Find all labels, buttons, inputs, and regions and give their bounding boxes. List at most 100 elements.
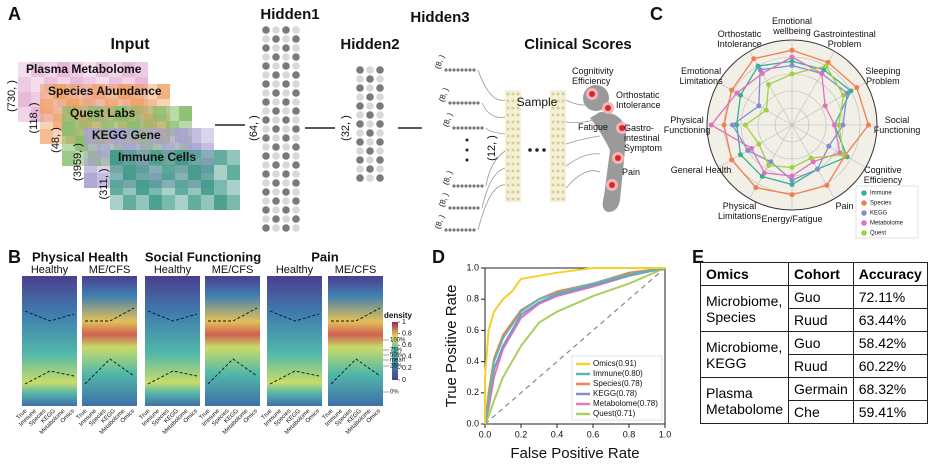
omics-cell: Microbiome, Species (699, 285, 790, 332)
neuron (472, 101, 476, 105)
layer-cell (105, 84, 118, 99)
neuron (448, 68, 452, 72)
layer-cell (201, 143, 214, 158)
radar-point (759, 174, 765, 180)
feature-dot (556, 113, 560, 117)
layer-cell (149, 180, 162, 195)
density-heatmap (267, 276, 322, 406)
neuron (460, 126, 464, 130)
layer-cell (62, 106, 75, 121)
feature-dot (551, 190, 555, 194)
neuron (282, 71, 290, 79)
layer-cell (18, 107, 31, 122)
layer-cell (175, 150, 188, 165)
layer-cell (149, 165, 162, 180)
header-cell: Cohort (788, 262, 854, 286)
table-row: Plasma Metabolome Germain 68.32% (699, 377, 928, 424)
layer-cell (79, 84, 92, 99)
layer-cell (123, 150, 136, 165)
layer-cell (88, 106, 101, 121)
radar-point (808, 155, 814, 161)
table-row: Microbiome, Species Guo 72.11% (699, 285, 928, 332)
radar-point (821, 67, 827, 73)
neuron (464, 206, 468, 210)
radar-point (836, 122, 842, 128)
neuron (356, 156, 364, 164)
layer-cell (122, 62, 135, 77)
symptom-dot (615, 155, 621, 161)
neuron (272, 188, 280, 196)
neuron (356, 102, 364, 110)
header-row: Omics Cohort Accuracy (699, 262, 928, 286)
layer-cell (110, 165, 123, 180)
percentile-line (207, 358, 258, 385)
feature-dot (506, 120, 510, 124)
input-layer-dim: (3959, ) (72, 143, 84, 181)
feature-dot (561, 113, 565, 117)
panel-letter: E (692, 247, 704, 267)
neuron (262, 143, 270, 151)
accuracy-cell: 63.44% (852, 308, 928, 332)
feature-dot (551, 155, 555, 159)
y-tick-label: 0.6 (466, 325, 479, 335)
neuron (460, 184, 464, 188)
feature-dot (511, 113, 515, 117)
neuron (282, 170, 290, 178)
percentile-label: 100% (390, 338, 406, 344)
layer-cell (114, 106, 127, 121)
panel-letter: B (8, 247, 21, 267)
neuron (292, 224, 300, 232)
connector-curve (485, 150, 506, 187)
output-curve (565, 153, 601, 167)
neuron (444, 68, 448, 72)
radar-axis-label: Physical Functioning (663, 115, 711, 135)
feature-dot (516, 197, 520, 201)
layer-cell (62, 151, 75, 166)
feature-dot (561, 183, 565, 187)
symptom-dot (605, 105, 611, 111)
feature-dot (561, 176, 565, 180)
layer-cell (57, 62, 70, 77)
input-layer-dim: (311, ) (98, 169, 110, 200)
feature-dot (561, 92, 565, 96)
percentile-label: 50% (390, 353, 403, 359)
radar-point (819, 70, 825, 76)
layer-cell (96, 62, 109, 77)
feature-dot (551, 92, 555, 96)
input-layer-dim: (48, ) (50, 127, 62, 153)
layer-cell (18, 92, 31, 107)
feature-dot (506, 155, 510, 159)
cohort-label: Healthy (154, 264, 192, 276)
radar-point (755, 63, 761, 69)
feature-dot (556, 92, 560, 96)
neuron (472, 184, 476, 188)
layer-cell (75, 106, 88, 121)
feature-dot (551, 120, 555, 124)
radar-axis-label: Sleeping Problem (865, 65, 901, 86)
feature-dot (506, 169, 510, 173)
neuron (460, 68, 464, 72)
layer-cell (66, 84, 79, 99)
neuron (468, 228, 472, 232)
clinical-title: Clinical Scores (524, 36, 632, 53)
neuron (448, 101, 452, 105)
neuron (480, 126, 484, 130)
radar-axis-label: General Health (670, 164, 732, 175)
layer-cell (162, 180, 175, 195)
feature-dot (561, 134, 565, 138)
clinical-score-label: Pain (622, 167, 641, 177)
percentile-line (85, 307, 135, 322)
feature-dot (561, 169, 565, 173)
radar-point (734, 90, 740, 96)
neuron (452, 184, 456, 188)
layer-cell (162, 165, 175, 180)
layer-cell (131, 84, 144, 99)
feature-dot (561, 190, 565, 194)
cohort-cell: Che (788, 400, 854, 424)
neuron (272, 107, 280, 115)
symptom-dot (609, 182, 615, 188)
neuron (468, 68, 472, 72)
radar-point (756, 103, 762, 109)
layer-cell (70, 62, 83, 77)
feature-dot (506, 162, 510, 166)
